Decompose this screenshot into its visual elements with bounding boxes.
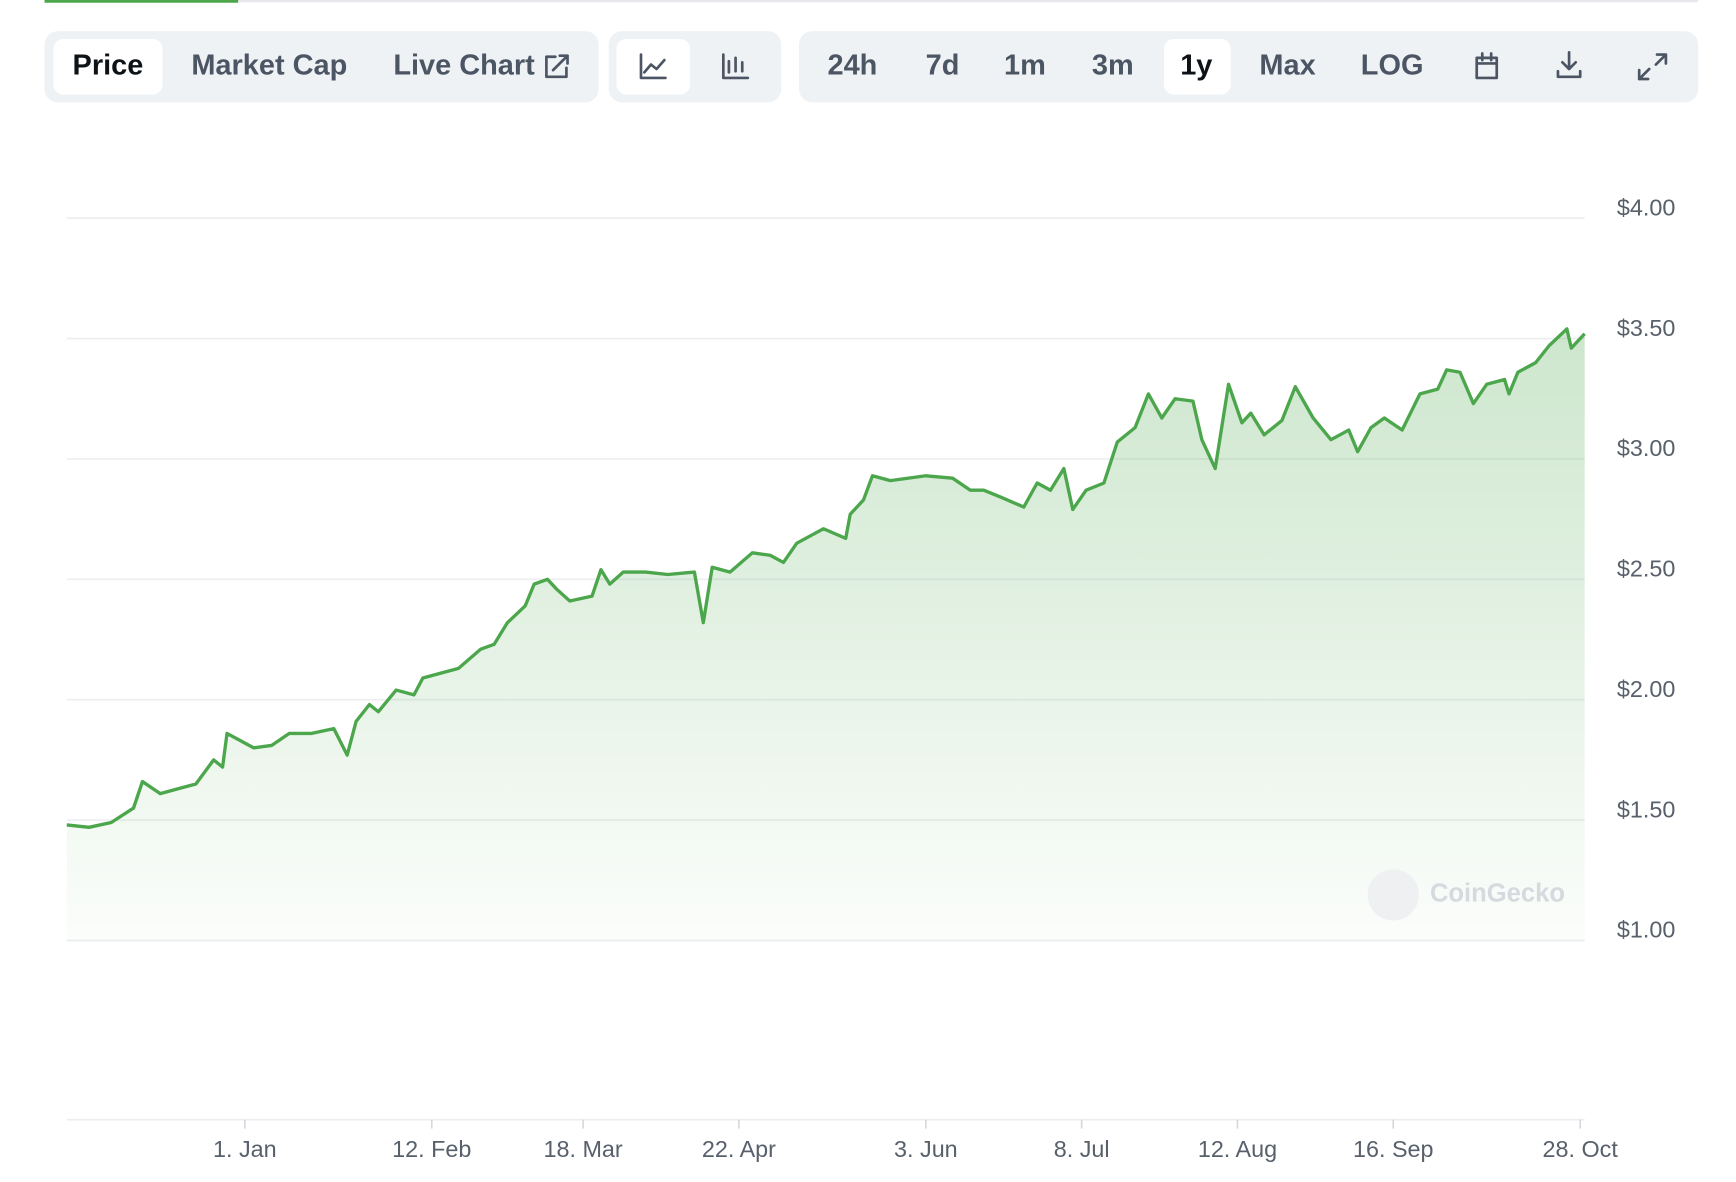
x-tick-label: 12. Aug [1198, 1136, 1277, 1162]
tab[interactable]: Market Cap [191, 49, 347, 81]
x-tick-label: 28. Oct [1543, 1136, 1619, 1162]
x-tick-label: 8. Jul [1054, 1136, 1110, 1162]
x-tick-label: 1. Jan [213, 1136, 277, 1162]
y-tick-label: $1.00 [1617, 917, 1675, 943]
x-tick-label: 12. Feb [392, 1136, 471, 1162]
y-tick-label: $2.00 [1617, 676, 1675, 702]
candle-chart-button[interactable] [721, 53, 750, 80]
range-button[interactable]: 1y [1180, 49, 1212, 81]
x-tick-label: 3. Jun [894, 1136, 958, 1162]
area [66, 328, 1585, 941]
tab[interactable]: Price [73, 49, 144, 81]
watermark-text: CoinGecko [1430, 880, 1565, 908]
range-group [799, 31, 1699, 103]
calendar-button[interactable] [1475, 52, 1499, 80]
y-tick-label: $1.50 [1617, 796, 1675, 822]
x-tick-label: 16. Sep [1353, 1136, 1434, 1162]
active-range [1164, 38, 1231, 95]
tab[interactable]: Live Chart [393, 49, 535, 81]
y-tick-label: $3.50 [1617, 315, 1675, 341]
y-tick-label: $3.00 [1617, 435, 1675, 461]
tab-group [44, 31, 599, 103]
active-tab [53, 38, 163, 95]
fullscreen-button[interactable] [1637, 53, 1668, 81]
x-tick-label: 22. Apr [702, 1136, 776, 1162]
log-button[interactable]: LOG [1361, 49, 1424, 81]
external-icon [545, 54, 569, 79]
range-button[interactable]: Max [1259, 49, 1315, 81]
watermark: CoinGecko [1367, 869, 1565, 921]
price-line [66, 327, 1586, 829]
download-button[interactable] [1556, 50, 1582, 79]
range-button[interactable]: 7d [926, 49, 960, 81]
y-tick-label: $4.00 [1617, 194, 1675, 220]
x-tick-label: 18. Mar [544, 1136, 623, 1162]
range-button[interactable]: 1m [1004, 49, 1046, 81]
y-tick-label: $2.50 [1617, 556, 1675, 582]
range-button[interactable]: 3m [1092, 49, 1134, 81]
range-button[interactable]: 24h [828, 49, 878, 81]
line-chart-button[interactable] [639, 53, 667, 80]
